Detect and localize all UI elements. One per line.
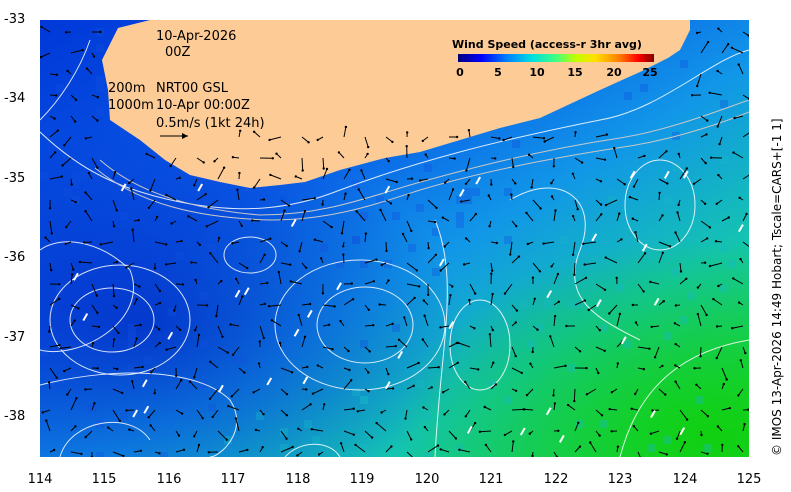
x-tick: 114 (27, 472, 53, 487)
x-tick: 117 (220, 472, 246, 487)
y-tick: -36 (4, 250, 26, 265)
legend-tick: 15 (567, 66, 583, 79)
sst-contours (40, 39, 749, 457)
legend-tick: 0 (456, 66, 464, 79)
legend-tick: 20 (606, 66, 622, 79)
wind-speed-map (40, 20, 749, 457)
x-tick: 118 (285, 472, 311, 487)
x-tick: 115 (91, 472, 117, 487)
date-label: 10-Apr-2026 (156, 29, 237, 44)
legend-tick: 25 (642, 66, 658, 79)
analysis-time-label: 10-Apr 00:00Z (156, 98, 250, 113)
legend-title: Wind Speed (access-r 3hr avg) (452, 38, 642, 51)
x-tick: 124 (672, 472, 698, 487)
x-tick: 125 (736, 472, 762, 487)
credit-text: © IMOS 13-Apr-2026 14:49 Hobart; Tscale=… (770, 118, 784, 456)
legend-tick: 10 (529, 66, 545, 79)
x-tick: 120 (414, 472, 440, 487)
x-tick: 121 (478, 472, 504, 487)
y-tick: -34 (4, 91, 26, 106)
x-tick: 122 (543, 472, 569, 487)
y-tick: -38 (4, 409, 26, 424)
legend-tick: 5 (494, 66, 502, 79)
x-tick: 119 (349, 472, 375, 487)
product-label: NRT00 GSL (156, 81, 228, 96)
current-vectors (40, 25, 749, 457)
x-tick: 116 (156, 472, 182, 487)
x-tick: 123 (607, 472, 633, 487)
contour-200m-label: 200m (108, 81, 146, 96)
map-panel[interactable] (40, 20, 749, 457)
colorbar (458, 54, 654, 62)
contour-1000m-label: 1000m (108, 98, 154, 113)
australia-land (102, 20, 690, 188)
bathymetry-contours (94, 99, 749, 221)
y-tick: -33 (4, 12, 26, 27)
y-tick: -37 (4, 330, 26, 345)
scale-arrow (160, 133, 188, 139)
hour-label: 00Z (165, 45, 191, 60)
scale-label: 0.5m/s (1kt 24h) (156, 116, 265, 131)
y-tick: -35 (4, 171, 26, 186)
